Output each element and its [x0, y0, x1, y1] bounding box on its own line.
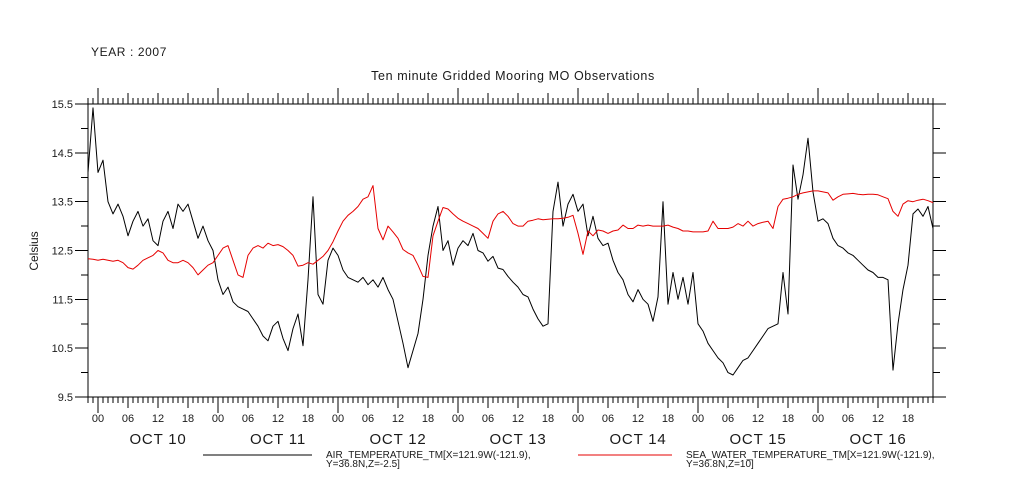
x-hour-tick-label: 00 [212, 413, 224, 425]
x-hour-tick-label: 00 [572, 413, 584, 425]
x-day-label: OCT 10 [129, 431, 186, 448]
x-hour-tick-label: 00 [692, 413, 704, 425]
y-tick-label: 15.5 [52, 99, 73, 111]
x-hour-tick-label: 12 [392, 413, 404, 425]
x-hour-tick-label: 00 [812, 413, 824, 425]
x-day-label: OCT 11 [250, 431, 306, 448]
legend: AIR_TEMPERATURE_TM[X=121.9W(-121.9), Y=3… [203, 450, 935, 470]
legend-label-air-temperature-line1: AIR_TEMPERATURE_TM[X=121.9W(-121.9), [326, 450, 531, 461]
x-hour-tick-label: 18 [422, 413, 434, 425]
chart-title: Ten minute Gridded Mooring MO Observatio… [371, 69, 655, 83]
x-hour-tick-label: 06 [602, 413, 614, 425]
data-series [87, 107, 934, 376]
x-hour-tick-label: 00 [332, 413, 344, 425]
x-day-label: OCT 15 [729, 431, 786, 448]
legend-label-sea-water-temperature-line2: Y=36.8N,Z=10] [686, 459, 754, 470]
x-hour-tick-label: 06 [482, 413, 494, 425]
x-hour-tick-label: 12 [872, 413, 884, 425]
x-hour-tick-label: 12 [512, 413, 524, 425]
x-hour-tick-label: 18 [542, 413, 554, 425]
plot-axes: 00 06 12 18 00 06 12 18 00 06 12 18 00 06 12 18 00 06 12 18… [52, 88, 946, 448]
sea-water-temperature-line [87, 185, 934, 278]
x-hour-tick-label: 18 [302, 413, 314, 425]
y-tick-label: 12.5 [52, 246, 73, 258]
air-temperature-line [87, 107, 934, 376]
y-tick-label: 11.5 [52, 294, 73, 306]
y-tick-label: 9.5 [58, 392, 73, 404]
year-label: YEAR : 2007 [91, 45, 167, 59]
x-day-label: OCT 13 [489, 431, 546, 448]
x-hour-tick-label: 18 [662, 413, 674, 425]
x-day-label: OCT 12 [369, 431, 426, 448]
x-hour-tick-label: 18 [182, 413, 194, 425]
x-hour-tick-label: 12 [752, 413, 764, 425]
x-hour-tick-label: 12 [152, 413, 164, 425]
x-hour-tick-label: 06 [362, 413, 374, 425]
legend-label-sea-water-temperature-line1: SEA_WATER_TEMPERATURE_TM[X=121.9W(-121.9… [686, 450, 935, 461]
x-hour-tick-label: 12 [272, 413, 284, 425]
y-tick-label: 10.5 [52, 343, 73, 355]
legend-label-air-temperature-line2: Y=36.8N,Z=-2.5] [326, 459, 400, 470]
y-tick-label: 13.5 [52, 197, 73, 209]
x-day-label: OCT 14 [609, 431, 666, 448]
x-hour-tick-label: 18 [782, 413, 794, 425]
x-hour-tick-label: 00 [92, 413, 104, 425]
x-hour-tick-label: 06 [842, 413, 854, 425]
y-tick-label: 14.5 [52, 148, 73, 160]
x-hour-tick-label: 18 [902, 413, 914, 425]
x-day-label: OCT 16 [849, 431, 906, 448]
x-hour-tick-label: 06 [242, 413, 254, 425]
y-axis-title: Celsius [27, 231, 41, 270]
x-hour-tick-label: 00 [452, 413, 464, 425]
x-hour-tick-label: 06 [122, 413, 134, 425]
x-hour-tick-label: 06 [722, 413, 734, 425]
x-hour-tick-label: 12 [632, 413, 644, 425]
